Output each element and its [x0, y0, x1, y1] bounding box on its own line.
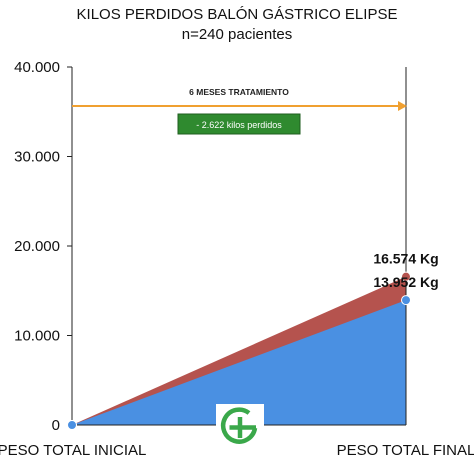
- weight-lost-box: - 2.622 kilos perdidos: [177, 113, 301, 135]
- y-tick-labels: 0 10.000 20.000 30.000 40.000: [14, 59, 72, 434]
- weight-lost-box-label: - 2.622 kilos perdidos: [196, 120, 282, 130]
- clinic-cross-logo-icon: [216, 404, 264, 452]
- y-tick-label: 20.000: [14, 238, 60, 255]
- plot-areas: [72, 276, 406, 425]
- data-point-s0-1: [401, 271, 411, 282]
- y-tick-label: 40.000: [14, 59, 60, 76]
- data-labels: 16.574 Kg 13.952 Kg: [373, 251, 438, 290]
- data-point-s1-1: [401, 295, 411, 306]
- chart-title: KILOS PERDIDOS BALÓN GÁSTRICO ELIPSE: [77, 6, 398, 23]
- y-tick-label: 0: [52, 417, 60, 434]
- data-point-s1-0: [67, 420, 77, 430]
- chart-subtitle: n=240 pacientes: [182, 26, 293, 43]
- category-label-end: PESO TOTAL FINAL: [337, 442, 474, 459]
- arrow-label: 6 MESES TRATAMIENTO: [189, 87, 289, 97]
- category-label-start: PESO TOTAL INICIAL: [0, 442, 146, 459]
- data-label-0: 16.574 Kg: [373, 251, 438, 267]
- treatment-arrow: 6 MESES TRATAMIENTO: [72, 87, 407, 111]
- y-tick-label: 30.000: [14, 149, 60, 166]
- arrow-head: [398, 101, 407, 111]
- y-tick-label: 10.000: [14, 328, 60, 345]
- weight-lost-box-bg: [177, 113, 301, 135]
- data-points: [67, 271, 411, 430]
- series-area-1: [72, 300, 406, 425]
- data-label-1: 13.952 Kg: [373, 274, 438, 290]
